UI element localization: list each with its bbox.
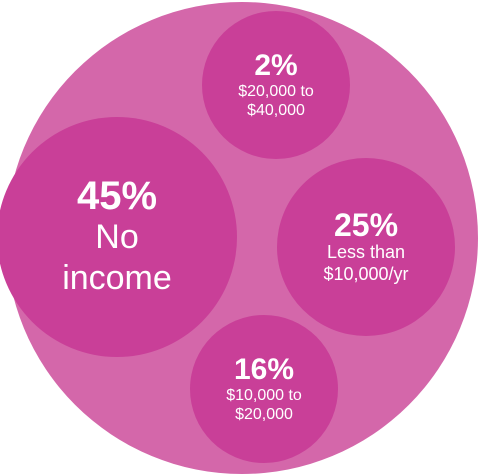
value-label: 25% xyxy=(333,206,399,243)
bubble-label: 25% Less than $10,000/yr xyxy=(291,158,441,336)
bubble xyxy=(190,315,338,463)
category-label: No income xyxy=(62,218,172,297)
category-label: Less than $10,000/yr xyxy=(323,242,409,284)
bubble xyxy=(202,11,350,159)
value-label: 2% xyxy=(254,49,298,83)
category-label: $10,000 to $20,000 xyxy=(226,386,302,423)
bubble xyxy=(0,117,237,357)
bubble xyxy=(277,158,455,336)
bubble-label: 2% $20,000 to $40,000 xyxy=(221,11,331,159)
bubble-label: 16% $10,000 to $20,000 xyxy=(209,315,319,463)
value-label: 16% xyxy=(233,353,295,387)
value-label: 45% xyxy=(76,174,158,219)
category-label: $20,000 to $40,000 xyxy=(238,82,314,119)
bubble-label: 45% No income xyxy=(37,117,197,357)
